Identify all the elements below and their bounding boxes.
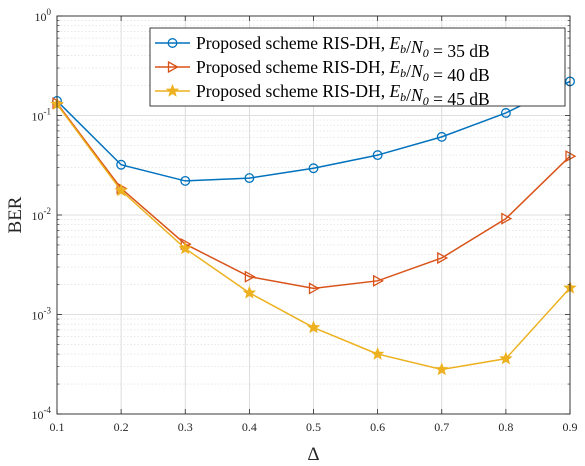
data-point bbox=[244, 270, 256, 283]
data-point bbox=[114, 183, 128, 197]
data-point bbox=[434, 362, 449, 376]
x-tick-label: 0.5 bbox=[306, 420, 321, 434]
data-point bbox=[372, 150, 383, 161]
data-point bbox=[370, 347, 385, 360]
data-point bbox=[167, 38, 178, 48]
legend: Proposed scheme RIS-DH, Eb/N0 = 35 dBPro… bbox=[149, 27, 566, 109]
y-axis-label: BER bbox=[5, 196, 26, 233]
data-point bbox=[500, 108, 511, 118]
series-line bbox=[56, 102, 571, 290]
x-tick-label: 0.9 bbox=[563, 420, 578, 434]
legend-label: Proposed scheme RIS-DH, Eb/N0 = 45 dB bbox=[196, 81, 490, 109]
data-point bbox=[372, 274, 384, 287]
series-line bbox=[56, 80, 571, 182]
data-point bbox=[242, 285, 257, 299]
x-tick-label: 0.2 bbox=[114, 420, 129, 434]
legend-box bbox=[149, 27, 566, 107]
x-tick-label: 0.6 bbox=[370, 420, 385, 434]
data-point bbox=[178, 241, 193, 255]
data-point bbox=[306, 320, 321, 334]
data-point bbox=[165, 83, 180, 97]
data-point bbox=[499, 351, 513, 365]
data-point bbox=[180, 175, 191, 186]
data-point bbox=[437, 251, 449, 265]
x-tick-label: 0.7 bbox=[434, 420, 449, 434]
data-point bbox=[565, 150, 577, 163]
data-point bbox=[308, 282, 320, 295]
x-axis-label: Δ bbox=[307, 444, 319, 465]
data-point bbox=[308, 163, 319, 174]
data-point bbox=[116, 159, 127, 170]
legend-label: Proposed scheme RIS-DH, Eb/N0 = 40 dB bbox=[196, 57, 490, 85]
x-tick-label: 0.3 bbox=[178, 420, 193, 434]
data-point bbox=[501, 212, 513, 225]
x-tick-label: 0.8 bbox=[498, 420, 513, 434]
x-tick-label: 0.4 bbox=[242, 420, 257, 434]
legend-label: Proposed scheme RIS-DH, Eb/N0 = 35 dB bbox=[196, 33, 490, 61]
data-point bbox=[436, 131, 447, 142]
legend-entry-1: Proposed scheme RIS-DH, Eb/N0 = 35 dB bbox=[155, 33, 490, 61]
legend-entry-2: Proposed scheme RIS-DH, Eb/N0 = 40 dB bbox=[155, 57, 490, 85]
axes bbox=[56, 15, 571, 415]
data-point bbox=[244, 173, 255, 184]
data-point bbox=[167, 60, 179, 74]
x-tick-label: 0.1 bbox=[50, 420, 65, 434]
legend-entry-3: Proposed scheme RIS-DH, Eb/N0 = 45 dB bbox=[155, 81, 490, 109]
